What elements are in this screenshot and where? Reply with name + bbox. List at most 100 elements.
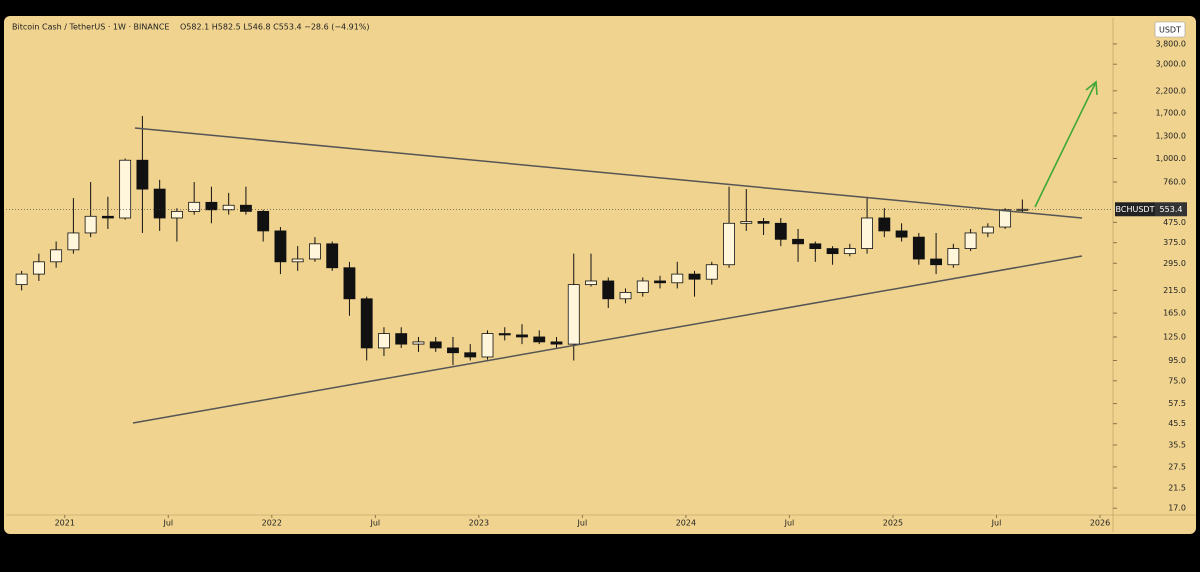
x-tick-label: Jul xyxy=(162,519,173,528)
candle-body xyxy=(964,232,977,249)
y-tick-label: 165.0 xyxy=(1163,309,1186,318)
candle-body xyxy=(861,217,873,249)
projection-arrow xyxy=(1034,83,1096,208)
y-tick-label: 27.5 xyxy=(1168,462,1186,471)
candle-body xyxy=(170,210,183,219)
y-tick-label: 475.0 xyxy=(1163,218,1186,227)
candle-body xyxy=(84,215,97,234)
candle-body xyxy=(240,204,252,212)
chart-panel xyxy=(4,16,1196,534)
candle-body xyxy=(343,267,356,300)
candle-body xyxy=(326,243,339,269)
y-tick-label: 17.0 xyxy=(1168,504,1186,513)
x-tick-label: Jul xyxy=(370,519,381,528)
candle-body xyxy=(1016,208,1029,211)
ohlc-readout: O582.1 H582.5 L546.8 C553.4 −28.6 (−4.91… xyxy=(180,23,370,32)
candle-body xyxy=(843,248,856,255)
upper-trendline xyxy=(134,127,1083,219)
candle-body xyxy=(636,280,649,293)
candle-body xyxy=(412,341,425,345)
candle-body xyxy=(654,280,666,284)
x-tick-label: 2022 xyxy=(262,519,282,528)
candle-body xyxy=(947,248,960,266)
y-tick-label: 2,200.0 xyxy=(1155,86,1186,95)
chart-title: Bitcoin Cash / TetherUS · 1W · BINANCE xyxy=(12,23,169,32)
y-tick-label: 760.0 xyxy=(1163,178,1186,187)
plot xyxy=(15,116,1029,366)
candle-body xyxy=(274,230,287,263)
candle-body xyxy=(429,341,442,349)
candle-body xyxy=(15,273,28,286)
last-price-label: 553.4 xyxy=(1160,205,1183,214)
x-tick-label: Jul xyxy=(991,519,1002,528)
y-tick-label: 45.5 xyxy=(1168,419,1186,428)
candle-body xyxy=(516,334,528,338)
candle-body xyxy=(774,222,787,240)
candle-body xyxy=(878,217,891,232)
candle-body xyxy=(533,336,546,343)
y-tick-label: 375.0 xyxy=(1163,238,1186,247)
x-tick-label: 2021 xyxy=(55,519,75,528)
candle-body xyxy=(757,221,770,224)
candle-body xyxy=(32,261,45,275)
candle-body xyxy=(464,352,477,358)
candle-body xyxy=(447,347,459,354)
candle-body xyxy=(895,230,908,238)
candle-body xyxy=(50,249,63,263)
candle-body xyxy=(395,333,408,345)
candle-body xyxy=(291,258,304,263)
currency-badge xyxy=(1154,21,1186,38)
candle-body xyxy=(826,248,839,255)
candle-body xyxy=(136,159,149,190)
symbol-badge xyxy=(1115,202,1155,217)
x-tick-label: 2023 xyxy=(469,519,489,528)
y-tick-label: 35.5 xyxy=(1168,440,1186,449)
candle-body xyxy=(309,243,321,260)
candle-body xyxy=(498,333,511,336)
y-tick-label: 3,800.0 xyxy=(1155,39,1186,48)
x-tick-label: Jul xyxy=(577,519,588,528)
candle-body xyxy=(360,298,373,349)
candle-body xyxy=(205,201,218,211)
projection-arrowhead xyxy=(1085,80,1098,96)
candle-body xyxy=(67,232,80,251)
candle-body xyxy=(585,280,597,286)
candle-body xyxy=(930,258,943,266)
candle-body xyxy=(257,210,270,232)
y-tick-label: 1,700.0 xyxy=(1155,108,1186,117)
price-badge xyxy=(1155,202,1187,217)
y-tick-label: 295.0 xyxy=(1163,259,1186,268)
candle-body xyxy=(222,204,235,211)
x-tick-label: 2025 xyxy=(883,519,903,528)
candle-body xyxy=(671,273,684,284)
y-tick-label: 57.5 xyxy=(1168,399,1186,408)
candle-body xyxy=(567,284,580,345)
y-tick-label: 75.0 xyxy=(1168,376,1186,385)
candle-body xyxy=(602,280,615,300)
candle-body xyxy=(981,226,994,234)
y-tick-label: 21.5 xyxy=(1168,484,1186,493)
candle-body xyxy=(792,238,804,245)
candle-body xyxy=(723,222,735,266)
candle-body xyxy=(809,243,822,249)
candle-body xyxy=(153,188,166,219)
currency-label: USDT xyxy=(1159,26,1181,35)
candle-body xyxy=(912,236,925,260)
candle-body xyxy=(481,333,494,358)
candle-body xyxy=(550,341,563,345)
candle-body xyxy=(119,159,132,219)
y-tick-label: 215.0 xyxy=(1163,286,1186,295)
symbol-label: BCHUSDT xyxy=(1116,205,1155,214)
y-tick-label: 3,000.0 xyxy=(1155,60,1186,69)
y-tick-label: 125.0 xyxy=(1163,332,1186,341)
lower-trendline xyxy=(132,255,1083,424)
x-tick-label: Jul xyxy=(784,519,795,528)
y-tick-label: 95.0 xyxy=(1168,356,1186,365)
candle-body xyxy=(740,221,753,224)
candle-body xyxy=(999,209,1012,228)
candle-body xyxy=(688,273,701,280)
x-tick-label: 2026 xyxy=(1090,519,1110,528)
candle-body xyxy=(619,292,632,300)
